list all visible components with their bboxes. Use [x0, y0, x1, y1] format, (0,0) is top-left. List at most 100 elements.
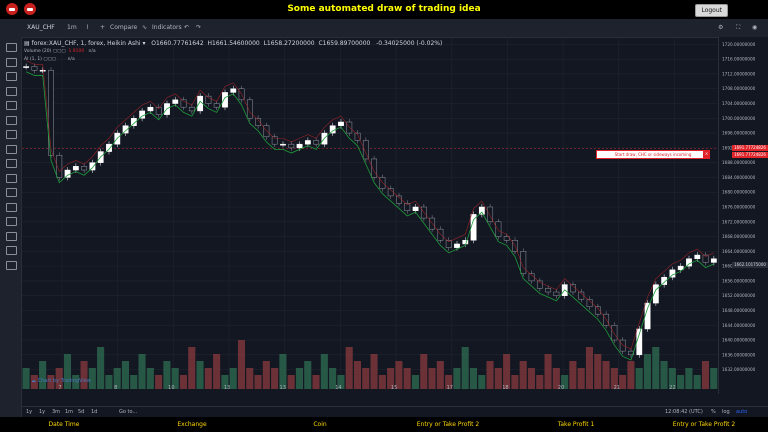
- candle-body: [536, 280, 543, 289]
- y-tick-label: 1680.00000000: [722, 190, 756, 195]
- volume-bar: [105, 375, 113, 389]
- footer-bar: Date Time Exchange Coin Entry or Take Pr…: [0, 417, 768, 432]
- volume-bar: [370, 354, 378, 389]
- layers-tool-icon[interactable]: [6, 246, 17, 255]
- x-tick-label: 13: [224, 385, 230, 391]
- text-tool-icon[interactable]: [6, 101, 17, 110]
- x-tick-label: 8: [114, 385, 117, 391]
- goto-button[interactable]: Go to...: [119, 409, 138, 415]
- unlock-tool-icon[interactable]: [6, 217, 17, 226]
- zoom-tool-icon[interactable]: [6, 173, 17, 183]
- series-icon: ▤: [24, 40, 30, 47]
- candle-body: [644, 302, 651, 330]
- candle-body: [246, 99, 253, 119]
- interval-button[interactable]: 1m: [67, 24, 77, 31]
- brush-tool-icon[interactable]: [6, 86, 17, 96]
- lock-tool-icon[interactable]: [6, 202, 17, 212]
- x-tick-label: 10: [168, 385, 174, 391]
- trend-line-tool-icon[interactable]: [6, 57, 17, 67]
- volume-bar: [246, 368, 254, 389]
- candle-body: [371, 158, 378, 178]
- pattern-tool-icon[interactable]: [6, 115, 17, 125]
- x-tick-label: 22: [669, 385, 675, 391]
- redo-icon[interactable]: ↷: [196, 24, 202, 31]
- candle-body: [412, 206, 419, 211]
- volume-label: Volume (20): [24, 49, 52, 54]
- volume-bar: [63, 354, 72, 389]
- volume-bar: [88, 368, 96, 389]
- volume-na: n/a: [88, 49, 96, 54]
- legend-symbol: forex:XAU_CHF, 1, forex, Heikin Ashi: [31, 40, 141, 47]
- volume-bar: [494, 368, 502, 389]
- indicators-button[interactable]: Indicators: [152, 24, 182, 31]
- volume-bar: [312, 375, 320, 389]
- log-toggle[interactable]: log: [722, 409, 730, 415]
- volume-bar: [594, 354, 602, 389]
- snapshot-icon[interactable]: ◉: [752, 24, 758, 31]
- compare-button[interactable]: Compare: [110, 24, 138, 31]
- candle-body: [271, 136, 278, 145]
- undo-icon[interactable]: ↶: [184, 24, 190, 31]
- footer-exchange: Exchange: [177, 421, 207, 428]
- y-tick-label: 1704.00000000: [722, 101, 756, 106]
- y-tick-label: 1652.00000000: [722, 293, 756, 298]
- range-1d[interactable]: 1d: [91, 409, 98, 415]
- cursor-tool-icon[interactable]: [6, 43, 17, 52]
- percent-toggle[interactable]: %: [711, 409, 716, 415]
- eye-tool-icon[interactable]: [6, 231, 17, 241]
- volume-bar: [30, 375, 38, 389]
- volume-bar: [445, 375, 453, 389]
- trash-tool-icon[interactable]: [6, 260, 17, 270]
- range-5d[interactable]: 5d: [78, 409, 85, 415]
- volume-bar: [237, 340, 246, 389]
- candle-body: [81, 166, 88, 171]
- volume-bar: [693, 375, 701, 389]
- volume-bar: [519, 361, 527, 389]
- magnet-tool-icon[interactable]: [6, 188, 17, 197]
- legend-change: -0.34025000 (-0.02%): [376, 40, 443, 47]
- candle-body: [288, 143, 295, 149]
- chart-type-icon[interactable]: ⌇: [86, 24, 89, 31]
- prediction-tool-icon[interactable]: [6, 130, 17, 139]
- logout-button[interactable]: Logout: [695, 4, 728, 17]
- back-tool-icon[interactable]: [6, 144, 17, 154]
- volume-bar: [254, 375, 262, 389]
- footer-entry-tp2-b: Entry or Take Profit 2: [672, 421, 736, 428]
- candle-body: [205, 95, 212, 104]
- volume-bar: [188, 347, 196, 389]
- range-1m[interactable]: 1m: [65, 409, 74, 415]
- ruler-tool-icon[interactable]: [6, 159, 17, 168]
- pitchfork-tool-icon[interactable]: [6, 72, 17, 81]
- fullscreen-icon[interactable]: ⛶: [736, 24, 741, 31]
- settings-icon[interactable]: ⚙: [718, 24, 724, 31]
- callout-close-button[interactable]: ×: [703, 150, 710, 159]
- volume-bar: [710, 368, 718, 389]
- trade-idea-callout[interactable]: Start draw, CHC or sideways incoming ×: [596, 150, 710, 159]
- volume-bar: [668, 368, 676, 389]
- y-tick-label: 1720.00000000: [722, 42, 756, 47]
- y-tick-label: 1684.00000000: [722, 175, 756, 180]
- volume-bar: [660, 361, 668, 389]
- range-3m[interactable]: 3m: [52, 409, 61, 415]
- candle-body: [139, 110, 146, 119]
- symbol-search[interactable]: XAU_CHF: [27, 24, 55, 31]
- range-1y[interactable]: 1y: [26, 409, 33, 415]
- volume-bar: [561, 375, 569, 389]
- volume-bar: [461, 347, 469, 389]
- range-1y-b[interactable]: 1y: [39, 409, 46, 415]
- price-axis[interactable]: 1720.00000000 1716.00000000 1712.00000000 1…: [718, 37, 768, 394]
- candle-body: [122, 125, 129, 134]
- volume-bar: [113, 368, 121, 389]
- volume-bar: [453, 368, 461, 389]
- candle-body: [686, 258, 692, 267]
- auto-toggle[interactable]: auto: [736, 409, 748, 415]
- candle-body: [296, 143, 303, 149]
- candle-body: [661, 276, 668, 285]
- volume-bar: [577, 368, 585, 389]
- candle-body: [280, 143, 286, 146]
- candle-body: [180, 99, 187, 108]
- candle-body: [611, 325, 618, 341]
- indicator-na: n/a: [67, 57, 75, 62]
- price-chart[interactable]: 781013131415171820212213:00: [22, 37, 718, 394]
- watermark-text: Chart by TradingView: [37, 378, 91, 384]
